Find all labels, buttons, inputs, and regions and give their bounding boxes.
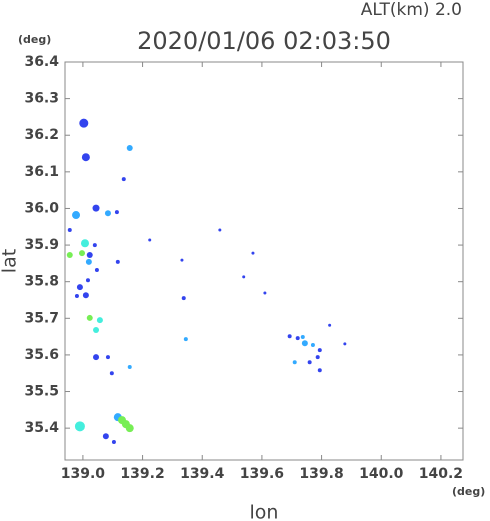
y-tick-label: 36.4: [24, 54, 59, 70]
echo-point: [126, 145, 133, 152]
echo-point: [295, 336, 300, 341]
y-axis-label: lat: [0, 249, 21, 273]
x-axis-label: lon: [250, 502, 279, 521]
echo-point: [66, 251, 73, 258]
echo-point: [181, 296, 186, 301]
x-tick-label: 139.6: [240, 466, 284, 482]
echo-point: [93, 354, 100, 361]
echo-point: [79, 250, 86, 257]
echo-point: [114, 210, 119, 215]
echo-point: [148, 238, 152, 242]
echo-point: [74, 293, 79, 298]
echo-point: [81, 153, 90, 162]
y-tick-label: 35.9: [24, 237, 59, 253]
echo-point: [76, 284, 83, 291]
y-tick-label: 36.2: [24, 127, 59, 143]
x-tick-label: 140.0: [359, 466, 404, 482]
chart-title: 2020/01/06 02:03:50: [137, 27, 391, 55]
echo-point: [105, 355, 110, 360]
y-tick-label: 36.1: [24, 164, 59, 180]
x-tick-label: 139.4: [180, 466, 225, 482]
y-unit: (deg): [18, 33, 51, 46]
echo-point: [80, 239, 89, 248]
y-tick-label: 35.7: [24, 310, 59, 326]
echo-point: [102, 433, 109, 440]
x-tick-label: 139.2: [120, 466, 164, 482]
x-tick-label: 140.2: [419, 466, 463, 482]
echo-point: [86, 251, 93, 258]
echo-point: [82, 292, 89, 299]
echo-point: [310, 343, 315, 348]
plot-frame: [64, 61, 464, 461]
echo-point: [307, 360, 312, 365]
echo-point: [86, 314, 93, 321]
x-tick-label: 139.0: [61, 466, 106, 482]
echo-point: [92, 243, 97, 248]
echo-point: [301, 340, 308, 347]
echo-point: [72, 211, 81, 220]
echo-point: [242, 275, 246, 279]
echo-point: [121, 177, 126, 182]
echo-point: [317, 368, 322, 373]
echo-point: [111, 440, 116, 445]
echo-point: [218, 228, 222, 232]
y-tick-label: 35.8: [24, 274, 59, 290]
y-tick-label: 36.0: [24, 200, 59, 216]
echo-point: [93, 327, 100, 334]
y-tick-label: 35.5: [24, 384, 59, 400]
echo-point: [67, 228, 72, 233]
echo-point: [180, 258, 184, 262]
echo-point: [125, 424, 134, 433]
x-tick-label: 139.8: [299, 466, 343, 482]
echo-point: [85, 258, 92, 265]
echo-point: [127, 364, 132, 369]
echo-point: [251, 251, 255, 255]
echo-point: [287, 334, 292, 339]
y-tick-label: 35.6: [24, 347, 59, 363]
echo-point: [343, 342, 347, 346]
echo-point: [92, 204, 100, 212]
echo-point: [96, 317, 103, 324]
echo-point: [104, 210, 111, 217]
echo-point: [315, 355, 320, 360]
echo-point: [263, 291, 267, 295]
echo-point: [115, 259, 120, 264]
echo-point: [79, 118, 89, 128]
y-tick-label: 36.3: [24, 91, 59, 107]
x-unit: (deg): [452, 485, 485, 498]
echo-point: [109, 371, 114, 376]
echo-point: [85, 278, 90, 283]
echo-point: [183, 337, 188, 342]
annotation: ALT(km) 2.0: [361, 0, 462, 20]
y-tick-label: 35.4: [24, 420, 59, 436]
echo-point: [300, 334, 305, 339]
echo-point: [94, 267, 99, 272]
echo-point: [317, 348, 322, 353]
echo-point: [74, 421, 85, 432]
echo-point: [328, 323, 332, 327]
echo-point: [292, 360, 297, 365]
